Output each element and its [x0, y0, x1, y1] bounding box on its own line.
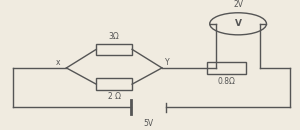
Text: 3Ω: 3Ω: [109, 32, 119, 41]
Text: x: x: [56, 58, 60, 67]
FancyBboxPatch shape: [96, 78, 132, 90]
Text: 0.8Ω: 0.8Ω: [217, 77, 235, 86]
FancyBboxPatch shape: [96, 44, 132, 55]
Text: V: V: [235, 19, 242, 28]
Text: 5V: 5V: [143, 119, 154, 128]
Text: Y: Y: [165, 58, 169, 67]
Text: 2 Ω: 2 Ω: [108, 92, 121, 101]
Text: 2V: 2V: [233, 0, 243, 9]
FancyBboxPatch shape: [207, 62, 246, 74]
